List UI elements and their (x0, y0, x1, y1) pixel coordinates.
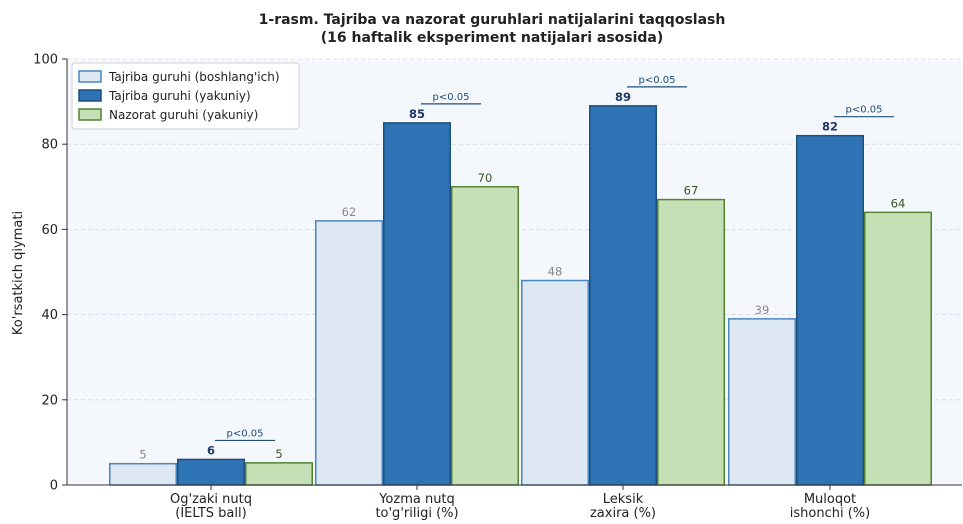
significance-label: p<0.05 (639, 75, 676, 86)
y-tick-label: 20 (41, 393, 58, 408)
value-label: 48 (548, 265, 563, 279)
significance-markers: p<0.05 p<0.05 p<0.05 p<0.05 (215, 75, 894, 442)
bar-1-1 (109, 462, 177, 486)
bar-3-2 (451, 186, 519, 486)
y-tick-label: 80 (41, 138, 58, 153)
legend-entry-1[interactable]: Tajriba guruhi (boshlang'ich) (108, 70, 280, 84)
bars (109, 105, 932, 486)
value-label: 85 (409, 107, 425, 121)
legend-swatch-3[interactable] (78, 108, 102, 121)
chart-title-line2: (16 haftalik eksperiment natijalari asos… (321, 30, 664, 46)
bar-2-3 (589, 105, 657, 486)
legend[interactable]: Tajriba guruhi (boshlang'ich) Tajriba gur… (71, 62, 300, 130)
bar-1-4 (728, 318, 796, 486)
value-label: 5 (139, 448, 146, 462)
bar-1-2 (315, 220, 383, 486)
value-label: 82 (822, 120, 838, 134)
y-tick-label: 0 (50, 479, 58, 494)
bar-2-4 (796, 134, 864, 486)
x-tick-label: Muloqot ishonchi (%) (790, 492, 870, 521)
tick-labels: 0 20 40 60 80 100 Og'zaki nutq (IELTS ball) Yozm… (33, 53, 870, 522)
bar-2-1 (177, 458, 245, 486)
x-tick-label: Og'zaki nutq (IELTS ball) (170, 492, 252, 521)
chart-title-line1: 1-rasm. Tajriba va nazorat guruhlari nat… (259, 12, 726, 28)
legend-swatch-2[interactable] (78, 89, 102, 102)
bar-3-4 (864, 211, 932, 486)
bar-1-3 (521, 279, 589, 486)
legend-swatch-1[interactable] (78, 70, 102, 83)
value-label: 5 (275, 447, 282, 461)
y-axis-label: Ko'rsatkich qiymati (11, 211, 26, 335)
significance-label: p<0.05 (433, 92, 470, 103)
axes (62, 58, 962, 490)
bar-3-1 (245, 462, 313, 486)
x-tick-label: Yozma nutq to'g'riligi (%) (375, 492, 458, 521)
legend-box (71, 62, 300, 130)
value-labels: 5 62 48 39 6 85 89 82 5 70 67 64 (139, 90, 905, 462)
y-tick-label: 40 (41, 308, 58, 323)
value-label: 70 (478, 171, 493, 185)
significance-label: p<0.05 (227, 428, 264, 439)
value-label: 89 (615, 90, 631, 104)
value-label: 67 (684, 184, 699, 198)
value-label: 62 (342, 205, 357, 219)
significance-label: p<0.05 (846, 105, 883, 116)
bar-2-2 (383, 122, 451, 486)
y-tick-label: 100 (33, 53, 58, 68)
bar-3-3 (657, 198, 725, 486)
value-label: 64 (891, 196, 906, 210)
x-tick-label: Leksik zaxira (%) (590, 492, 656, 521)
value-label: 39 (755, 303, 770, 317)
legend-entry-3[interactable]: Nazorat guruhi (yakuniy) (109, 108, 258, 122)
legend-entry-2[interactable]: Tajriba guruhi (yakuniy) (108, 89, 251, 103)
y-tick-label: 60 (41, 223, 58, 238)
value-label: 6 (207, 443, 215, 457)
